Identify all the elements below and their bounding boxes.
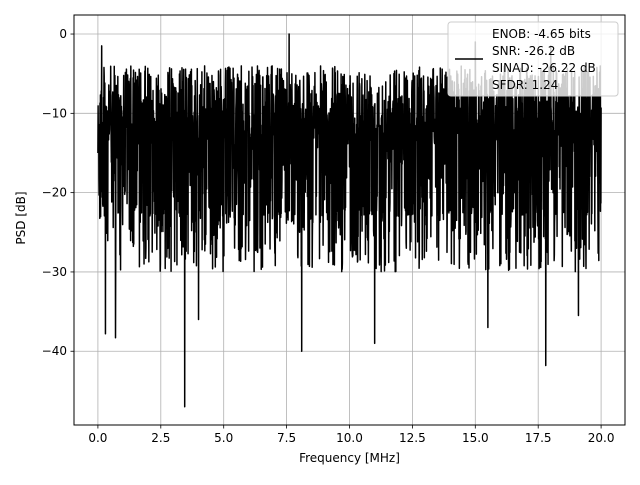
x-axis-ticks: 0.0 2.5 5.0 7.5 10.0 12.5 15.0 17.5 20.0 — [88, 425, 614, 445]
x-tick-label: 15.0 — [462, 431, 489, 445]
x-axis-label: Frequency [MHz] — [299, 451, 400, 465]
y-tick-label: −30 — [42, 265, 67, 279]
legend: ENOB: -4.65 bits SNR: -26.2 dB SINAD: -2… — [447, 21, 619, 97]
y-axis-ticks: 0 −10 −20 −30 −40 — [42, 27, 74, 358]
x-tick-label: 10.0 — [336, 431, 363, 445]
legend-snr: SNR: -26.2 dB — [492, 44, 575, 58]
legend-enob: ENOB: -4.65 bits — [492, 27, 591, 41]
x-tick-label: 17.5 — [525, 431, 552, 445]
x-tick-label: 20.0 — [588, 431, 615, 445]
x-tick-label: 12.5 — [399, 431, 426, 445]
x-tick-label: 5.0 — [214, 431, 233, 445]
legend-box — [447, 21, 619, 97]
plot-area — [97, 33, 602, 408]
x-tick-label: 7.5 — [277, 431, 296, 445]
series-line — [97, 33, 602, 408]
y-tick-label: −40 — [42, 344, 67, 358]
legend-sfdr: SFDR: 1.24 — [492, 78, 558, 92]
y-axis-label: PSD [dB] — [14, 191, 28, 244]
legend-sinad: SINAD: -26.22 dB — [492, 61, 596, 75]
x-tick-label: 2.5 — [151, 431, 170, 445]
x-tick-label: 0.0 — [88, 431, 107, 445]
y-tick-label: −20 — [42, 186, 67, 200]
y-tick-label: −10 — [42, 106, 67, 120]
y-tick-label: 0 — [59, 27, 67, 41]
